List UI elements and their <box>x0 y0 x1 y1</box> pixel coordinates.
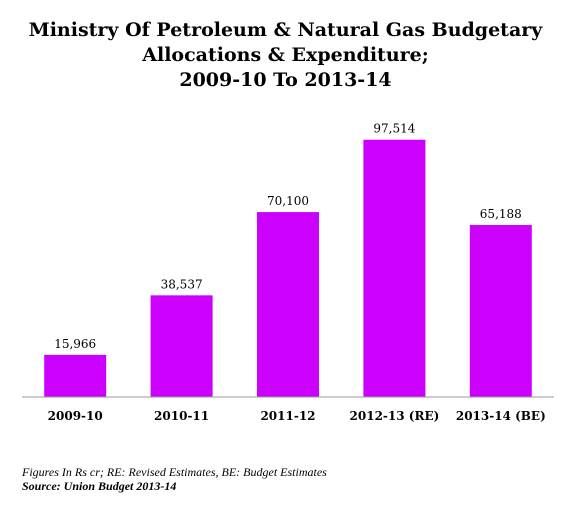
value-label: 97,514 <box>373 122 415 136</box>
bar-2013-14-be <box>469 225 532 397</box>
value-label: 65,188 <box>480 207 522 221</box>
bars-group <box>44 139 532 397</box>
footnote: Figures In Rs cr; RE: Revised Estimates,… <box>22 465 327 479</box>
value-labels-group: 15,966 38,537 70,100 97,514 65,188 <box>54 122 522 351</box>
source-note: Source: Union Budget 2013-14 <box>22 479 177 493</box>
value-label: 38,537 <box>161 277 203 291</box>
x-tick-label: 2012-13 (RE) <box>350 409 440 423</box>
chart-title-line-2: Allocations & Expenditure; <box>142 44 429 66</box>
bar-2011-12 <box>257 212 319 397</box>
tick-labels-group: 2009-10 2010-11 2011-12 2012-13 (RE) 2013-14… <box>48 409 546 423</box>
bar-2012-13-re <box>363 139 426 397</box>
chart-title-line-1: Ministry Of Petroleum & Natural Gas Budg… <box>28 19 543 41</box>
bar-2010-11 <box>150 295 213 397</box>
bar-2009-10 <box>44 354 107 397</box>
chart-title-line-3: 2009-10 To 2013-14 <box>179 69 392 91</box>
x-tick-label: 2009-10 <box>48 409 103 423</box>
x-tick-label: 2011-12 <box>260 409 315 423</box>
value-label: 70,100 <box>267 194 309 208</box>
x-tick-label: 2010-11 <box>154 409 209 423</box>
x-tick-label: 2013-14 (BE) <box>456 409 546 423</box>
value-label: 15,966 <box>54 337 96 351</box>
chart-title: Ministry Of Petroleum & Natural Gas Budg… <box>0 18 571 93</box>
